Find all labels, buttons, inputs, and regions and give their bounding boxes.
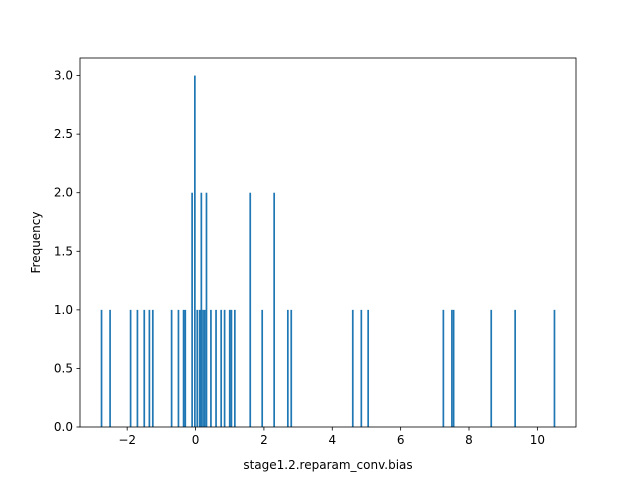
- bars: [100, 75, 556, 428]
- histogram-bar: [194, 75, 196, 428]
- histogram-bar: [136, 309, 139, 427]
- histogram-bar: [249, 192, 252, 427]
- histogram-bar: [143, 309, 146, 427]
- histogram-bar: [109, 309, 111, 427]
- histogram-bar: [223, 309, 226, 427]
- x-tick-label: 2: [260, 433, 268, 447]
- histogram-bar: [210, 309, 212, 427]
- histogram-bar: [148, 309, 151, 427]
- histogram-bar: [442, 309, 445, 427]
- histogram-bar: [514, 309, 517, 427]
- histogram-bar: [351, 309, 354, 427]
- histogram-bar: [202, 309, 204, 427]
- histogram-bar: [451, 309, 453, 427]
- x-axis-ticks: −2 0 2 4 6 8 10: [118, 427, 545, 447]
- histogram-bar: [233, 309, 236, 427]
- y-tick-label: 0.0: [54, 420, 73, 434]
- histogram-bar: [220, 309, 223, 427]
- y-tick-label: 0.5: [54, 361, 73, 375]
- histogram-bar: [182, 309, 185, 427]
- histogram-bar: [215, 309, 217, 427]
- histogram-bar: [230, 309, 233, 427]
- histogram-bar: [273, 192, 276, 427]
- x-tick-label: 4: [328, 433, 336, 447]
- y-tick-label: 1.5: [54, 244, 73, 258]
- histogram-bar: [228, 309, 231, 427]
- x-tick-label: 6: [397, 433, 405, 447]
- histogram-bar: [553, 309, 556, 427]
- histogram-bar: [286, 309, 289, 427]
- y-tick-label: 2.0: [54, 186, 73, 200]
- y-tick-label: 1.0: [54, 303, 73, 317]
- histogram-bar: [100, 309, 103, 427]
- histogram-bar: [203, 309, 206, 427]
- y-axis-label: Frequency: [29, 212, 43, 274]
- histogram-bar: [170, 309, 173, 427]
- x-tick-label: 8: [465, 433, 473, 447]
- histogram-bar: [151, 309, 154, 427]
- histogram-bar: [191, 192, 193, 427]
- histogram-bar: [196, 309, 199, 427]
- histogram-bar: [200, 192, 203, 427]
- y-tick-label: 3.0: [54, 69, 73, 83]
- histogram-bar: [129, 309, 132, 427]
- histogram-bar: [452, 309, 455, 427]
- histogram-bar: [261, 309, 264, 427]
- histogram-bar: [490, 309, 493, 427]
- axes-frame: [79, 57, 577, 428]
- histogram-bar: [177, 309, 180, 427]
- x-tick-label: 0: [192, 433, 200, 447]
- histogram-bar: [198, 309, 201, 427]
- x-axis-label: stage1.2.reparam_conv.bias: [243, 458, 412, 472]
- histogram-bar: [184, 309, 187, 427]
- histogram-bar: [205, 192, 208, 427]
- histogram-bar: [360, 309, 363, 427]
- y-tick-label: 2.5: [54, 127, 73, 141]
- histogram-bar: [290, 309, 293, 427]
- histogram-bar: [367, 309, 370, 427]
- y-axis-ticks: 0.0 0.5 1.0 1.5 2.0 2.5 3.0: [54, 69, 80, 434]
- x-tick-label: −2: [118, 433, 136, 447]
- x-tick-label: 10: [530, 433, 545, 447]
